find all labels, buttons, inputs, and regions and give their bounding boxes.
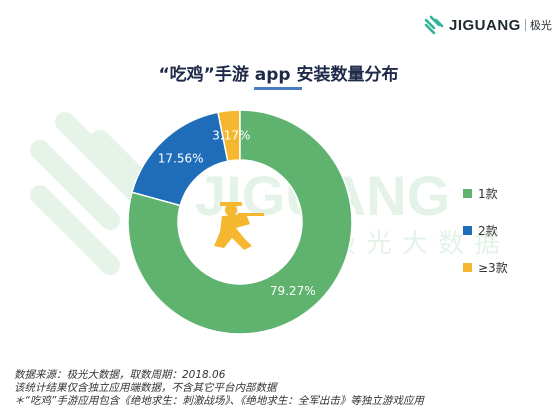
footnote-source: 数据来源：极光大数据，取数周期：2018.06 [14, 369, 226, 381]
legend-swatch [463, 263, 472, 272]
footnote-apps: ＊“吃鸡”手游应用包含《绝地求生：刺激战场》、《绝地求生：全军出击》等独立游戏应… [14, 395, 424, 407]
legend-swatch [463, 189, 472, 198]
legend-item-1: 1款 [463, 185, 498, 202]
legend-swatch [463, 226, 472, 235]
legend-item-2: 2款 [463, 222, 498, 239]
legend-label: ≥3款 [478, 261, 508, 275]
footnote-scope: 该统计结果仅含独立应用端数据，不含其它平台内部数据 [14, 382, 277, 394]
title-underline [254, 87, 302, 90]
donut-slice-1 [127, 109, 353, 335]
slice-label-1: 79.27% [270, 284, 316, 298]
jiguang-logo-icon [424, 15, 444, 35]
slice-label-3: 3.17% [212, 128, 250, 142]
legend-label: 1款 [478, 187, 498, 201]
slice-label-2: 17.56% [158, 151, 204, 165]
logo-brand-text: JIGUANG [449, 16, 521, 34]
legend-item-3: ≥3款 [463, 259, 508, 276]
logo-divider [524, 19, 526, 31]
soldier-silhouette-icon [214, 202, 264, 250]
legend-label: 2款 [478, 224, 498, 238]
footnotes: 数据来源：极光大数据，取数周期：2018.06 该统计结果仅含独立应用端数据，不… [14, 369, 424, 408]
logo-sub-text: 极光 [529, 19, 552, 32]
chart-title: “吃鸡”手游 app 安装数量分布 [158, 65, 399, 85]
jiguang-logo: JIGUANG 极光 [423, 14, 552, 36]
